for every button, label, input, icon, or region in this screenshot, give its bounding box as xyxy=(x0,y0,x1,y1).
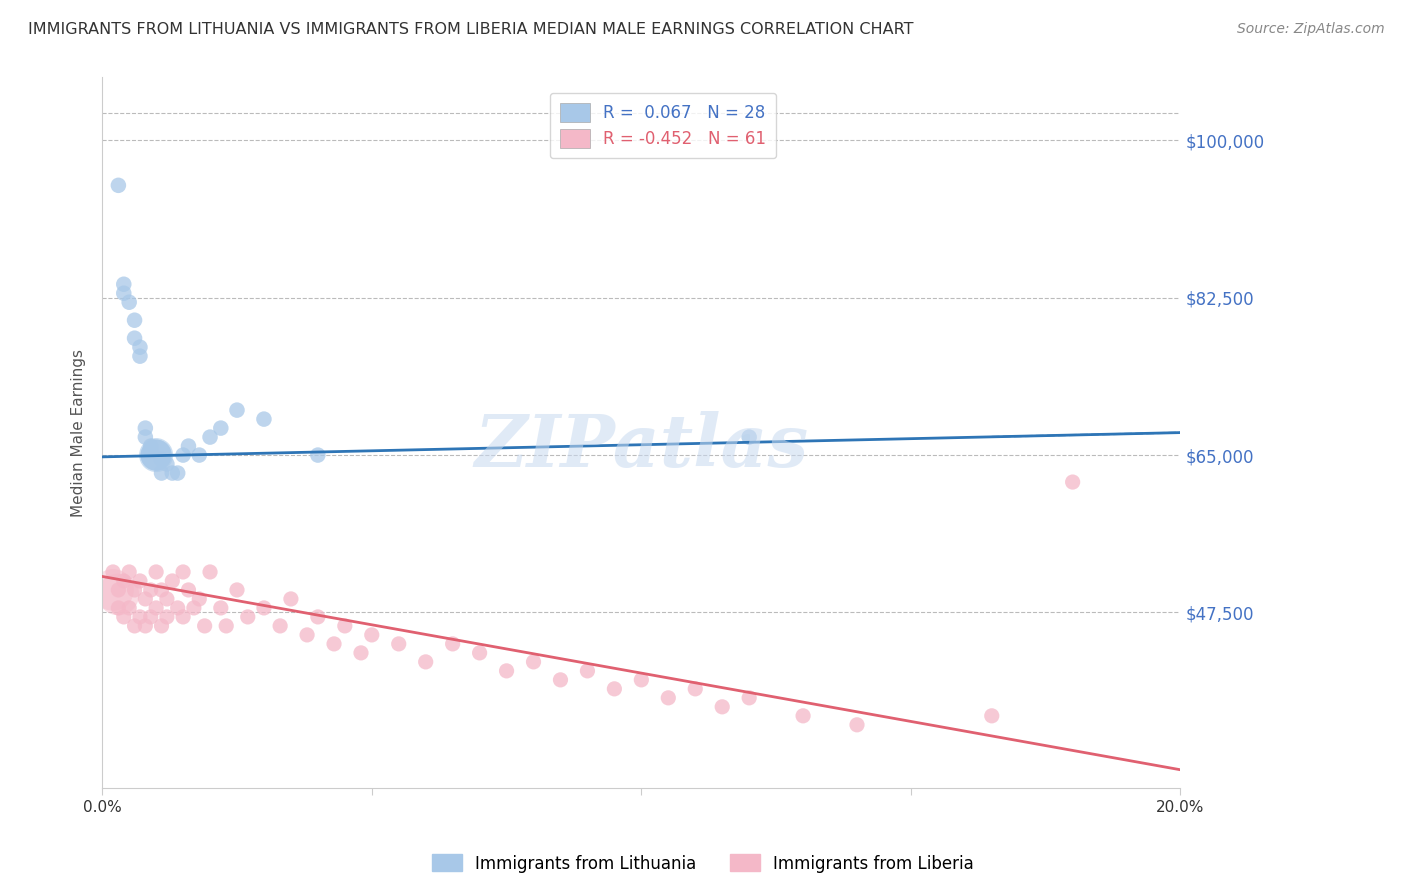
Point xyxy=(150,619,173,633)
Point xyxy=(576,664,599,678)
Point xyxy=(441,637,464,651)
Point xyxy=(198,430,221,444)
Point xyxy=(145,448,167,462)
Point xyxy=(112,277,135,292)
Point xyxy=(107,178,129,193)
Point xyxy=(657,690,679,705)
Point xyxy=(550,673,572,687)
Point xyxy=(226,403,249,417)
Point xyxy=(134,430,156,444)
Point xyxy=(738,430,761,444)
Point xyxy=(129,610,152,624)
Point xyxy=(253,412,276,426)
Point xyxy=(112,574,135,588)
Point xyxy=(295,628,318,642)
Point xyxy=(134,591,156,606)
Point xyxy=(172,565,194,579)
Point xyxy=(107,601,129,615)
Point xyxy=(124,331,146,345)
Point xyxy=(107,582,129,597)
Point xyxy=(101,582,124,597)
Point xyxy=(124,619,146,633)
Point xyxy=(112,610,135,624)
Point xyxy=(139,439,162,453)
Point xyxy=(198,565,221,579)
Point xyxy=(177,582,200,597)
Point xyxy=(129,340,152,354)
Text: ZIPatlas: ZIPatlas xyxy=(474,411,808,483)
Point xyxy=(495,664,517,678)
Legend: R =  0.067   N = 28, R = -0.452   N = 61: R = 0.067 N = 28, R = -0.452 N = 61 xyxy=(550,93,776,158)
Point xyxy=(333,619,356,633)
Point xyxy=(156,457,179,471)
Point xyxy=(134,619,156,633)
Point xyxy=(112,286,135,301)
Point xyxy=(118,565,141,579)
Point xyxy=(269,619,291,633)
Point xyxy=(183,601,205,615)
Point xyxy=(129,349,152,363)
Point xyxy=(711,699,734,714)
Point xyxy=(139,582,162,597)
Point xyxy=(166,466,188,480)
Point xyxy=(156,610,179,624)
Point xyxy=(194,619,217,633)
Point xyxy=(162,466,184,480)
Point xyxy=(209,601,232,615)
Point xyxy=(162,574,184,588)
Point xyxy=(280,591,302,606)
Point xyxy=(139,610,162,624)
Point xyxy=(350,646,373,660)
Point xyxy=(101,565,124,579)
Point xyxy=(846,718,869,732)
Point xyxy=(307,448,329,462)
Point xyxy=(150,466,173,480)
Legend: Immigrants from Lithuania, Immigrants from Liberia: Immigrants from Lithuania, Immigrants fr… xyxy=(426,847,980,880)
Point xyxy=(630,673,652,687)
Point xyxy=(307,610,329,624)
Point xyxy=(522,655,544,669)
Point xyxy=(124,582,146,597)
Point xyxy=(226,582,249,597)
Point xyxy=(145,448,167,462)
Point xyxy=(118,601,141,615)
Point xyxy=(792,708,814,723)
Point xyxy=(323,637,346,651)
Point xyxy=(150,582,173,597)
Point xyxy=(209,421,232,435)
Point xyxy=(468,646,491,660)
Point xyxy=(1062,475,1084,489)
Point xyxy=(188,448,211,462)
Point xyxy=(360,628,382,642)
Point xyxy=(139,443,162,458)
Point xyxy=(156,591,179,606)
Text: Source: ZipAtlas.com: Source: ZipAtlas.com xyxy=(1237,22,1385,37)
Point xyxy=(107,587,129,601)
Y-axis label: Median Male Earnings: Median Male Earnings xyxy=(72,349,86,516)
Point xyxy=(603,681,626,696)
Point xyxy=(145,601,167,615)
Point xyxy=(172,448,194,462)
Point xyxy=(145,565,167,579)
Point xyxy=(236,610,259,624)
Point xyxy=(166,601,188,615)
Point xyxy=(177,439,200,453)
Point xyxy=(415,655,437,669)
Point xyxy=(738,690,761,705)
Point xyxy=(124,313,146,327)
Text: IMMIGRANTS FROM LITHUANIA VS IMMIGRANTS FROM LIBERIA MEDIAN MALE EARNINGS CORREL: IMMIGRANTS FROM LITHUANIA VS IMMIGRANTS … xyxy=(28,22,914,37)
Point xyxy=(118,295,141,310)
Point xyxy=(134,421,156,435)
Point xyxy=(188,591,211,606)
Point xyxy=(145,448,167,462)
Point xyxy=(980,708,1002,723)
Point xyxy=(172,610,194,624)
Point xyxy=(215,619,238,633)
Point xyxy=(683,681,706,696)
Point xyxy=(150,452,173,467)
Point xyxy=(253,601,276,615)
Point xyxy=(129,574,152,588)
Point xyxy=(388,637,411,651)
